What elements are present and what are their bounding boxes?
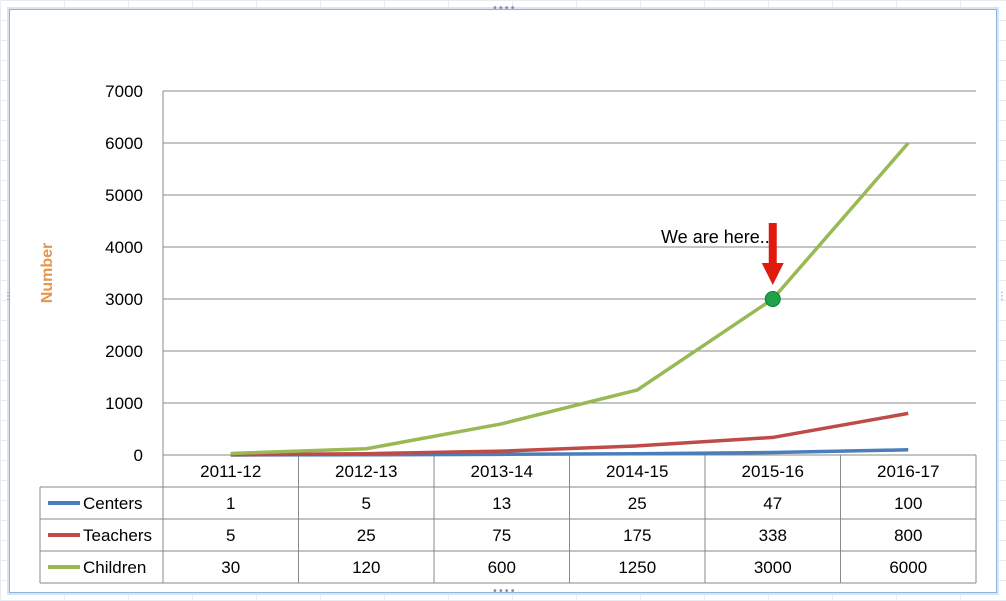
x-tick-label: 2012-13 xyxy=(335,462,397,481)
data-label: 1 xyxy=(226,494,235,513)
series-lines xyxy=(230,141,910,457)
y-tick-label: 7000 xyxy=(105,82,143,101)
x-tick-label: 2013-14 xyxy=(471,462,533,481)
legend-label: Teachers xyxy=(83,526,152,545)
y-tick-label: 5000 xyxy=(105,186,143,205)
y-tick-label: 6000 xyxy=(105,134,143,153)
legend-label: Centers xyxy=(83,494,143,513)
x-tick-label: 2015-16 xyxy=(742,462,804,481)
series-line-teachers xyxy=(230,411,909,457)
data-label: 25 xyxy=(628,494,647,513)
data-table: 2011-12 2012-13 2013-14 2014-15 2015-16 2016-… xyxy=(39,454,977,584)
resize-handle-top[interactable]: •••• xyxy=(492,3,516,14)
data-label: 1250 xyxy=(618,558,656,577)
y-tick-label: 4000 xyxy=(105,238,143,257)
x-tick-label: 2011-12 xyxy=(200,462,261,481)
current-point-marker xyxy=(764,291,781,307)
x-tick-label: 2016-17 xyxy=(877,462,939,481)
resize-handle-bottom[interactable]: •••• xyxy=(492,586,516,597)
data-label: 30 xyxy=(221,558,240,577)
annotation: We are here.. xyxy=(661,223,784,307)
data-label: 600 xyxy=(488,558,516,577)
data-label: 75 xyxy=(492,526,511,545)
x-tick-label: 2014-15 xyxy=(606,462,668,481)
y-tick-label: 0 xyxy=(134,446,143,465)
data-label: 25 xyxy=(357,526,376,545)
data-label: 100 xyxy=(894,494,922,513)
data-label: 6000 xyxy=(889,558,927,577)
gridlines xyxy=(162,90,976,456)
resize-handle-right[interactable]: ⋮ xyxy=(997,291,1006,302)
annotation-text: We are here.. xyxy=(661,227,770,247)
chart-area[interactable] xyxy=(9,9,997,593)
y-tick-label: 1000 xyxy=(105,394,143,413)
resize-handle-left[interactable]: ⋮ xyxy=(3,291,13,302)
data-label: 800 xyxy=(894,526,922,545)
data-label: 3000 xyxy=(754,558,792,577)
data-label: 13 xyxy=(492,494,511,513)
y-tick-label: 2000 xyxy=(105,342,143,361)
y-axis-tick-labels: 0 1000 2000 3000 4000 5000 6000 7000 xyxy=(105,82,143,465)
data-label: 120 xyxy=(352,558,380,577)
y-tick-label: 3000 xyxy=(105,290,143,309)
data-label: 47 xyxy=(763,494,782,513)
data-label: 5 xyxy=(226,526,235,545)
data-label: 5 xyxy=(362,494,371,513)
y-axis-label: Number xyxy=(39,243,56,303)
data-label: 175 xyxy=(623,526,651,545)
data-label: 338 xyxy=(759,526,787,545)
arrow-head-icon xyxy=(761,263,784,285)
legend-label: Children xyxy=(83,558,146,577)
arrow-down-icon xyxy=(768,223,777,263)
series-line-children xyxy=(230,141,910,456)
